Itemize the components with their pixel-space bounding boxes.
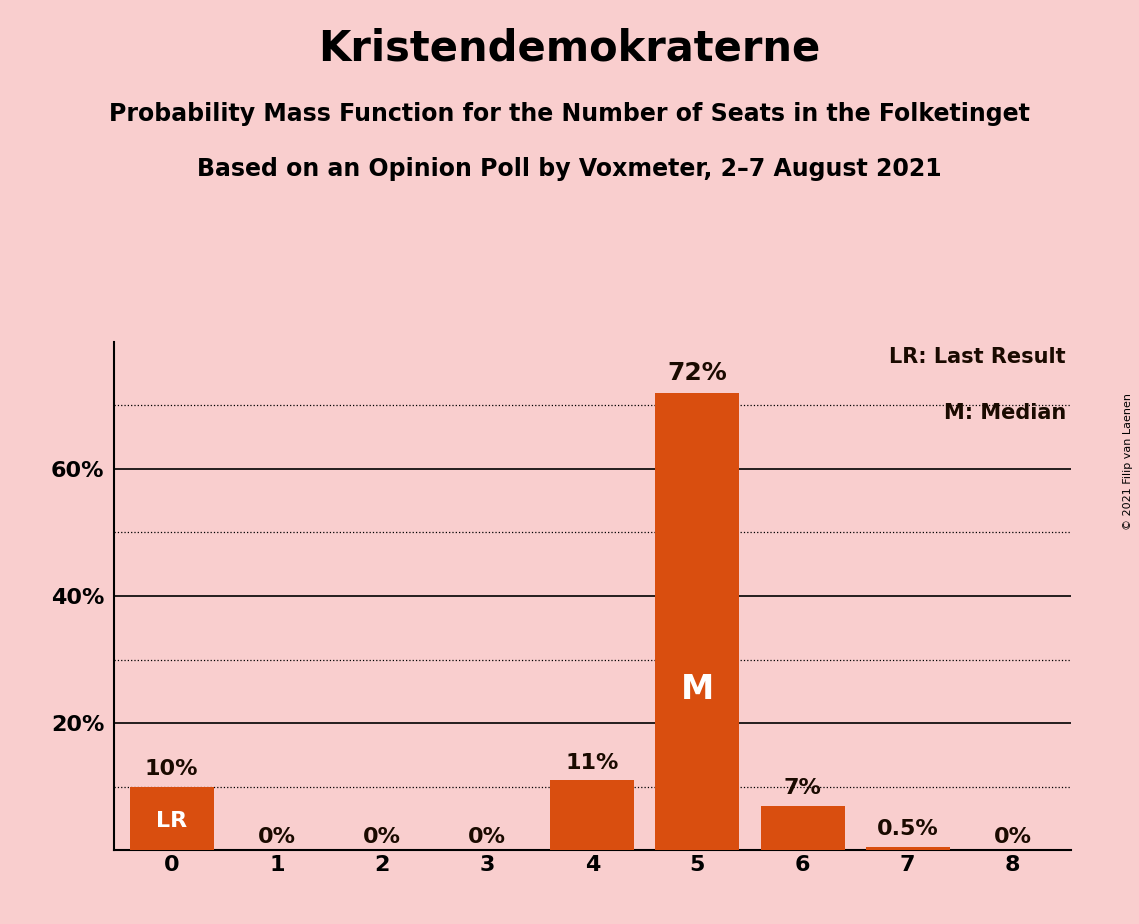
Text: 0%: 0% [994,827,1032,847]
Text: 0.5%: 0.5% [877,820,939,839]
Text: 72%: 72% [667,361,728,385]
Text: 7%: 7% [784,778,821,798]
Text: LR: Last Result: LR: Last Result [890,346,1066,367]
Bar [550,780,634,850]
Bar [866,847,950,850]
Text: 0%: 0% [257,827,296,847]
Text: Kristendemokraterne: Kristendemokraterne [319,28,820,69]
Text: Based on an Opinion Poll by Voxmeter, 2–7 August 2021: Based on an Opinion Poll by Voxmeter, 2–… [197,157,942,181]
Text: LR: LR [156,811,187,832]
Bar [761,806,845,850]
Text: 0%: 0% [363,827,401,847]
Text: © 2021 Filip van Laenen: © 2021 Filip van Laenen [1123,394,1133,530]
Text: Probability Mass Function for the Number of Seats in the Folketinget: Probability Mass Function for the Number… [109,102,1030,126]
Text: 10%: 10% [145,759,198,779]
Bar [655,393,739,850]
Text: 0%: 0% [468,827,506,847]
Bar [130,786,214,850]
Text: M: M [681,674,714,707]
Text: M: Median: M: Median [943,403,1066,423]
Text: 11%: 11% [566,752,618,772]
